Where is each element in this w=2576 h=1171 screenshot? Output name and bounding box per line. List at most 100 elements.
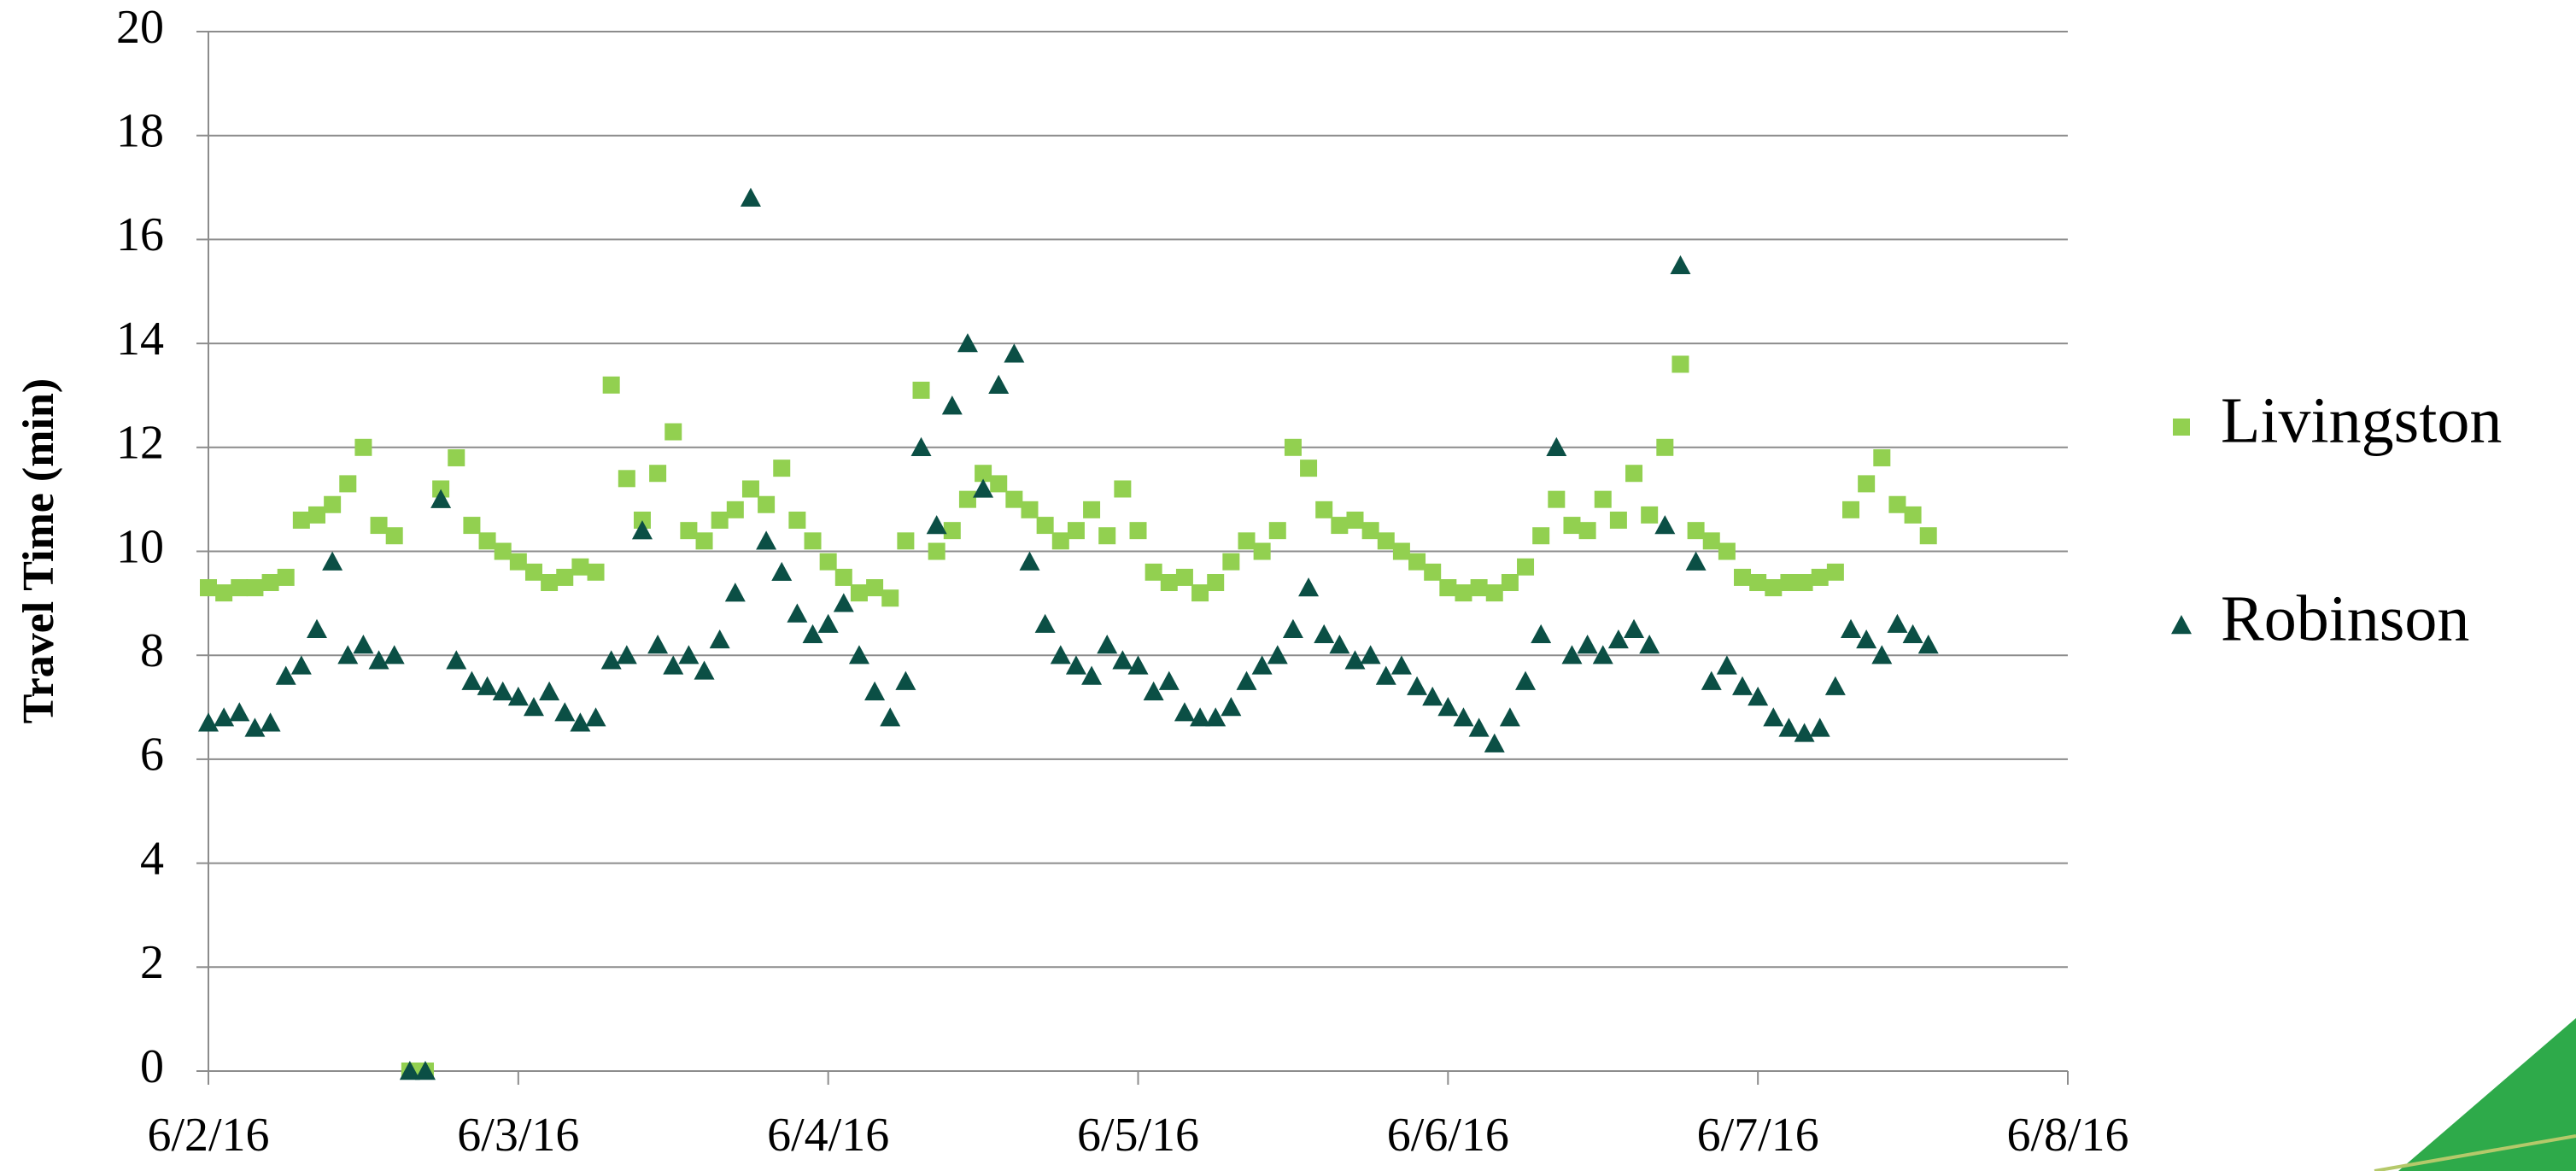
point [1780,574,1798,592]
x-tick-label: 6/6/16 [1387,1109,1509,1162]
point [1609,511,1627,529]
point [492,681,513,700]
point [988,374,1010,394]
point [773,460,791,477]
point [1671,355,1689,373]
point [910,436,932,456]
point [353,635,374,654]
point [1778,717,1800,737]
point [941,395,963,415]
point [1036,517,1054,535]
point [943,522,961,540]
point [695,532,713,550]
point [215,584,233,602]
point [1470,579,1488,597]
x-tick-label: 6/3/16 [457,1109,579,1162]
point [724,583,746,602]
point [1501,574,1519,592]
point [1716,655,1737,675]
point [1298,577,1320,597]
point [1624,618,1645,638]
point [571,558,589,576]
point [833,593,854,612]
corner-decoration [2398,1018,2576,1171]
point [758,495,776,513]
y-tick-label: 2 [140,936,164,989]
y-tick-label: 16 [116,208,164,261]
point [1546,436,1567,456]
point [1437,697,1459,717]
point [1114,480,1132,498]
point [1532,527,1550,545]
point [1268,522,1286,540]
point [1639,635,1660,654]
y-tick-label: 6 [140,729,164,782]
corner-stripe [2374,1134,2576,1171]
x-tick-label: 6/7/16 [1697,1109,1819,1162]
point [524,563,542,581]
y-tick-label: 8 [140,624,164,677]
point [1670,255,1691,275]
point [399,1061,420,1080]
point [1858,475,1876,493]
point [1517,558,1535,576]
point [229,702,250,722]
point [618,470,635,488]
point [771,561,793,582]
point [1763,707,1784,727]
point [1702,532,1720,550]
point [430,489,452,508]
point [260,712,281,732]
point [1315,501,1333,518]
point [664,423,682,441]
point [1127,655,1149,675]
point [324,495,342,513]
point [1143,681,1164,700]
legend-marker [2171,615,2192,635]
point [1191,584,1209,602]
point [1856,629,1877,649]
point [1067,522,1085,540]
point [339,475,357,493]
point [277,568,295,586]
point [1439,579,1457,597]
point [1360,645,1381,665]
point [709,629,730,649]
point [307,506,325,524]
point [1145,563,1162,581]
point [1019,551,1040,571]
point [1392,542,1410,560]
point [1238,532,1256,550]
point [541,574,559,592]
y-tick-label: 14 [116,313,164,366]
point [1190,707,1211,727]
legend-label: Robinson [2221,583,2469,654]
point [1654,515,1676,535]
point [1329,635,1350,654]
point [1732,676,1753,695]
point [432,480,450,498]
point [1346,511,1364,529]
point [556,568,574,586]
point [958,490,976,508]
point [306,618,327,638]
y-tick-label: 20 [116,1,164,54]
point [1904,506,1922,524]
point [804,532,822,550]
point [370,517,388,535]
point [802,624,823,644]
point [1656,438,1674,456]
point [1236,670,1257,690]
point [600,650,622,670]
point [1253,542,1271,560]
point [1251,655,1273,675]
point [1718,542,1736,560]
y-tick-label: 12 [116,417,164,470]
legend-marker [2173,419,2190,436]
point [275,665,296,685]
point [1917,635,1939,654]
point [1701,670,1722,690]
point [1112,650,1133,670]
point [570,712,591,732]
